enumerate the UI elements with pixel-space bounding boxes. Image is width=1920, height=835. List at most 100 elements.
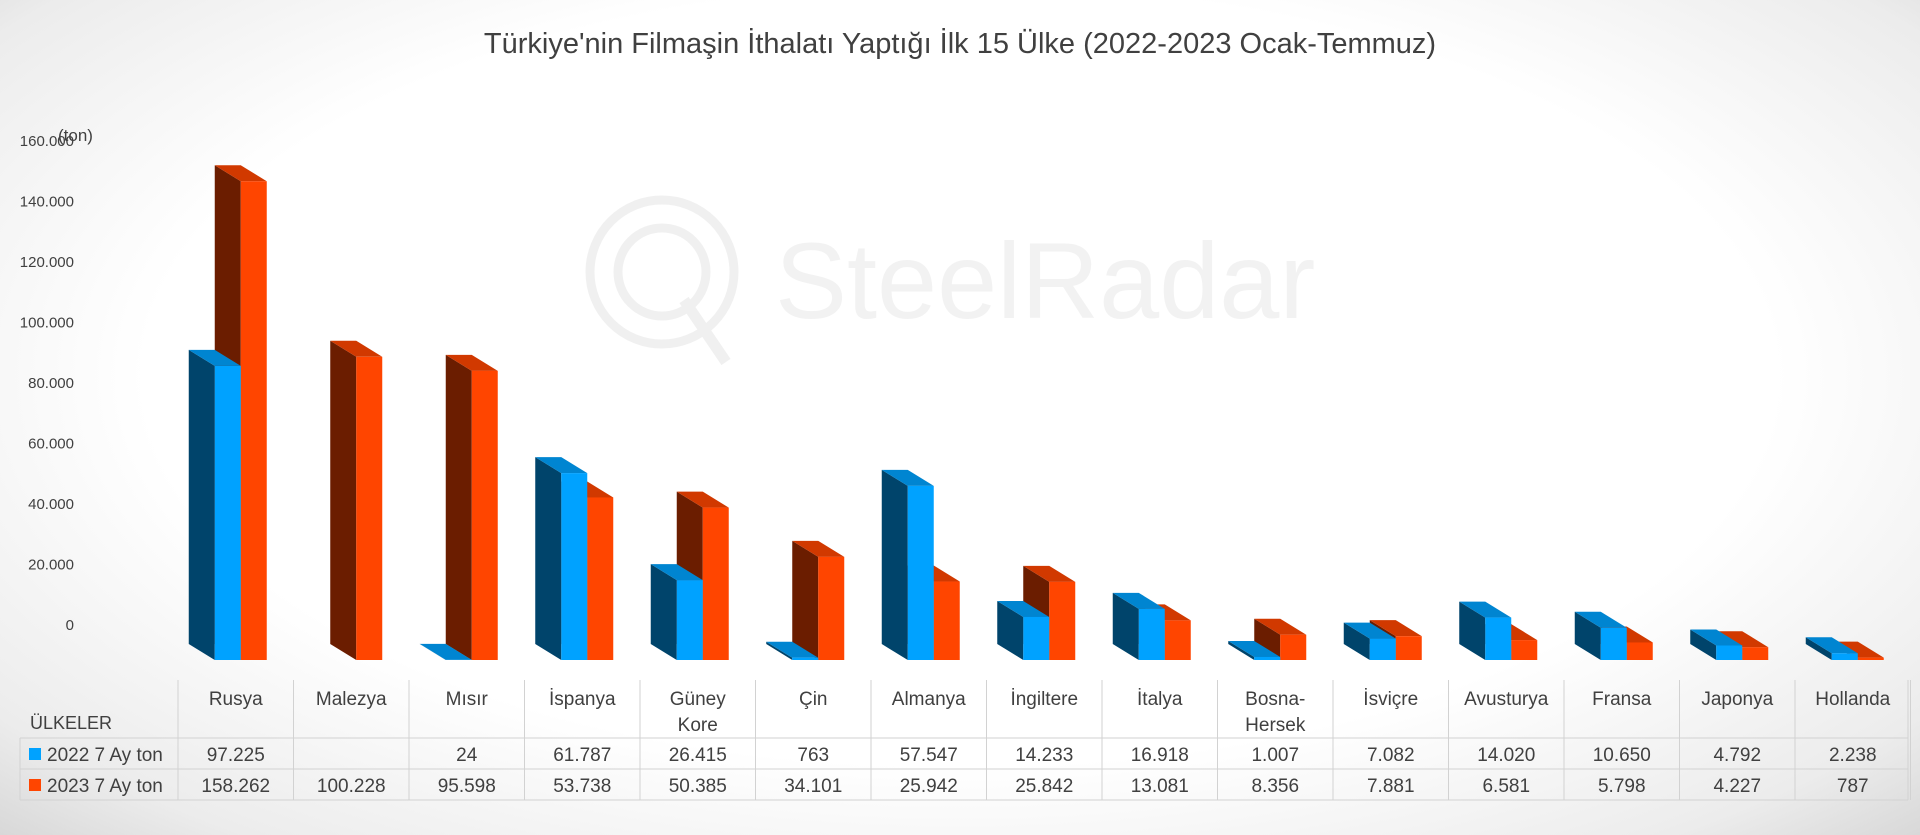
bar-front: [587, 497, 614, 660]
data-label: 50.385: [669, 776, 727, 797]
y-axis-label: (ton): [58, 126, 93, 145]
legend-swatch-2023: [29, 779, 41, 791]
y-tick-label: 20.000: [28, 557, 74, 574]
bar-side: [535, 457, 562, 660]
bar-front: [240, 181, 267, 660]
bar-top: [188, 349, 241, 366]
bar-top: [792, 540, 845, 557]
bar-front: [1626, 642, 1653, 660]
data-label: 14.233: [1015, 745, 1073, 766]
bar-front: [792, 657, 819, 660]
bar-top: [766, 641, 819, 658]
bar-front: [1369, 638, 1396, 660]
bar-top: [535, 457, 588, 474]
y-axis-ticks: 0 20.000 40.000 60.000 80.000 100.000 120.000 1…: [20, 133, 74, 634]
bar-top: [1254, 618, 1307, 635]
bar-2023-2: [445, 354, 498, 660]
bar-2022-2: [419, 643, 472, 660]
x-tick-label: İtalya: [1137, 689, 1183, 710]
bar-side: [1343, 622, 1370, 660]
y-tick-label: 0: [66, 617, 74, 634]
bar-top: [1369, 620, 1422, 637]
bar-front: [933, 581, 960, 660]
x-tick-label: Bosna-Hersek: [1245, 689, 1306, 736]
data-label: 97.225: [207, 745, 265, 766]
bar-2023-1: [330, 340, 383, 660]
bar-front: [702, 507, 729, 660]
bar-front: [1716, 645, 1743, 660]
data-label: 6.581: [1482, 776, 1530, 797]
bar-side: [766, 641, 793, 660]
data-label: 10.650: [1593, 745, 1651, 766]
bar-front: [1742, 647, 1769, 660]
bar-2022-12: [1574, 611, 1627, 660]
x-tick-label: Mısır: [446, 689, 489, 710]
bar-side: [1805, 637, 1832, 660]
bar-2022-8: [1112, 592, 1165, 660]
bar-top: [1459, 601, 1512, 618]
bar-side: [997, 600, 1024, 660]
y-tick-label: 160.000: [20, 133, 74, 150]
bar-top: [650, 564, 703, 581]
bar-side: [881, 469, 908, 660]
y-tick-label: 140.000: [20, 194, 74, 211]
bar-2023-9: [1254, 618, 1307, 660]
bar-front: [471, 370, 498, 660]
bar-top: [1690, 629, 1743, 646]
bar-2022-9: [1228, 640, 1281, 660]
x-tick-label: İsviçre: [1363, 689, 1418, 710]
bar-2022-0: [188, 349, 241, 660]
bar-side: [1690, 629, 1717, 660]
y-tick-label: 40.000: [28, 496, 74, 513]
bar-top: [997, 600, 1050, 617]
bar-2023-5: [792, 540, 845, 660]
bar-front: [1138, 608, 1165, 660]
bar-front: [1164, 620, 1191, 660]
data-label: 26.415: [669, 745, 727, 766]
bar-top: [1716, 631, 1769, 648]
data-label: 61.787: [553, 745, 611, 766]
data-label: 57.547: [900, 745, 958, 766]
data-label: 4.792: [1713, 745, 1761, 766]
data-label: 763: [797, 745, 829, 766]
bar-2022-3: [535, 457, 588, 660]
bar-side: [650, 564, 677, 660]
x-tick-label: Avusturya: [1464, 689, 1549, 710]
bar-front: [1600, 627, 1627, 660]
bar-front: [1049, 581, 1076, 660]
watermark-logo-inner: [613, 223, 711, 321]
x-tick-label: Fransa: [1592, 689, 1652, 710]
data-label: 7.082: [1367, 745, 1415, 766]
x-tick-label: Almanya: [892, 689, 966, 710]
table-header-label: ÜLKELER: [30, 713, 112, 733]
bar-front: [1023, 616, 1050, 660]
data-label: 158.262: [201, 776, 270, 797]
data-label: 14.020: [1477, 745, 1535, 766]
data-label: 95.598: [438, 776, 496, 797]
bar-front: [1485, 617, 1512, 660]
x-tick-label: İspanya: [549, 689, 616, 710]
bar-2022-14: [1805, 637, 1858, 660]
bar-2022-10: [1343, 622, 1396, 660]
data-label: 5.798: [1598, 776, 1646, 797]
bar-top: [676, 491, 729, 508]
data-table: ÜLKELER Rusya Malezya Mısır İspanya Güney Kore…: [19, 680, 1911, 801]
data-label: 7.881: [1367, 776, 1415, 797]
bar-front: [1254, 656, 1281, 660]
bar-2022-6: [881, 469, 934, 660]
bar-top: [330, 340, 383, 357]
bar-top: [214, 165, 267, 182]
bar-side: [445, 354, 472, 660]
y-tick-label: 120.000: [20, 254, 74, 271]
x-tick-label: Güney Kore: [670, 689, 726, 736]
legend-label-2023: 2023 7 Ay ton: [47, 776, 163, 797]
bar-front: [1511, 640, 1538, 660]
data-label: 53.738: [553, 776, 611, 797]
watermark: SteelRadar: [585, 195, 1315, 366]
bar-side: [330, 340, 357, 660]
bar-2022-11: [1459, 601, 1512, 660]
data-label: 8.356: [1251, 776, 1299, 797]
watermark-logo-tail: [679, 296, 731, 366]
bar-side: [1254, 618, 1281, 660]
data-label: 4.227: [1713, 776, 1761, 797]
